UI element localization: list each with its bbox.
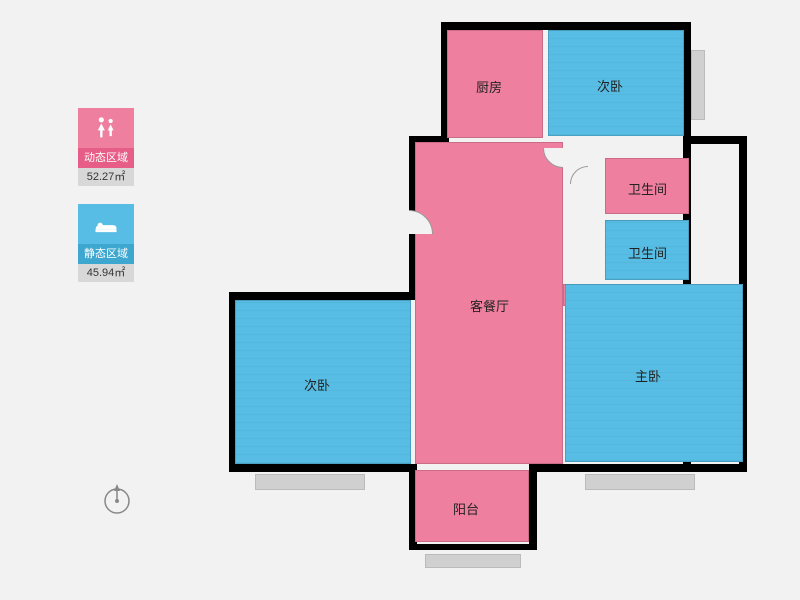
window-sill: [255, 474, 365, 490]
room-bed_sw: 次卧: [235, 300, 411, 464]
people-icon: [92, 114, 120, 142]
legend-static-icon-box: [78, 204, 134, 244]
room-label-bed_ne: 次卧: [597, 76, 623, 95]
legend-dynamic: 动态区域 52.27㎡: [78, 108, 138, 186]
wall: [529, 464, 689, 472]
door-arc: [570, 166, 606, 202]
room-bed_master: 主卧: [565, 284, 743, 462]
room-label-living: 客餐厅: [470, 296, 509, 315]
window-sill: [425, 554, 521, 568]
room-label-balcony: 阳台: [453, 499, 479, 518]
wall: [229, 292, 415, 300]
legend-static-label: 静态区域: [78, 244, 134, 264]
legend-dynamic-value: 52.27㎡: [78, 168, 134, 186]
room-bed_ne: 次卧: [548, 30, 684, 136]
room-label-kitchen: 厨房: [476, 77, 502, 96]
wall: [529, 464, 537, 550]
room-kitchen: 厨房: [447, 30, 543, 138]
compass-icon: [100, 482, 134, 521]
room-label-bed_master: 主卧: [635, 366, 661, 385]
room-label-bath_upper: 卫生间: [628, 179, 667, 198]
legend-dynamic-label: 动态区域: [78, 148, 134, 168]
wall: [409, 544, 535, 550]
legend: 动态区域 52.27㎡ 静态区域 45.94㎡: [78, 108, 138, 300]
sleep-icon: [92, 210, 120, 238]
wall: [441, 22, 691, 30]
wall: [683, 136, 745, 144]
room-living: 客餐厅: [415, 142, 563, 464]
room-balcony: 阳台: [415, 470, 529, 542]
legend-static-value: 45.94㎡: [78, 264, 134, 282]
wall: [229, 464, 415, 472]
room-bath_lower: 卫生间: [605, 220, 689, 280]
window-sill: [585, 474, 695, 490]
room-label-bed_sw: 次卧: [304, 375, 330, 394]
legend-dynamic-icon-box: [78, 108, 134, 148]
room-label-bath_lower: 卫生间: [628, 243, 667, 262]
room-bath_upper: 卫生间: [605, 158, 689, 214]
legend-static: 静态区域 45.94㎡: [78, 204, 138, 282]
window-sill: [691, 50, 705, 120]
floor-plan: 厨房次卧卫生间卫生间客餐厅次卧主卧阳台: [225, 10, 775, 590]
wall: [683, 464, 745, 472]
